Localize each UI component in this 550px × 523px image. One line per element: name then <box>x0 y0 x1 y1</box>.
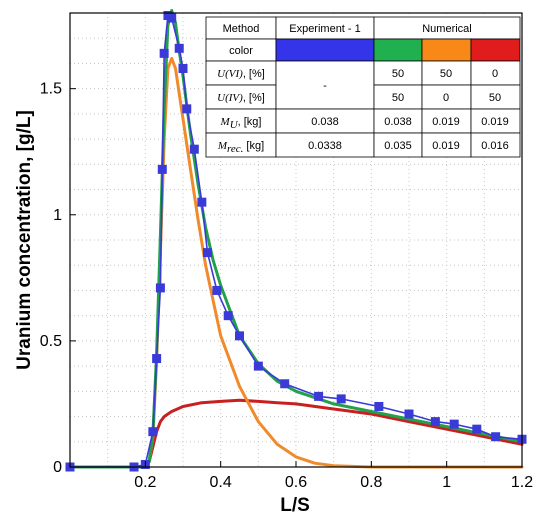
uiv-orange: 0 <box>443 92 449 104</box>
x-tick-label: 0.8 <box>360 474 382 491</box>
x-tick-label: 0.6 <box>285 474 307 491</box>
swatch-numerical-orange <box>421 38 472 62</box>
experiment-ratio-value: - <box>323 80 327 92</box>
series-marker <box>148 427 158 437</box>
uvi-green: 50 <box>392 68 404 80</box>
series-marker <box>152 354 162 364</box>
series-marker <box>404 409 414 419</box>
series-marker <box>374 401 384 411</box>
uiv-green: 50 <box>392 92 404 104</box>
y-tick-label: 0 <box>53 459 62 476</box>
mrec-red: 0.016 <box>481 140 509 152</box>
series-marker <box>491 432 501 442</box>
row-label-uvi: U(VI), [%] <box>217 68 265 80</box>
table-header-numerical: Numerical <box>422 23 472 35</box>
row-label-mu: MU, [kg] <box>220 116 262 131</box>
series-line-3 <box>68 398 524 469</box>
y-tick-label: 1.5 <box>40 81 62 98</box>
y-axis-title: Uranium concentration, [g/L] <box>14 110 35 370</box>
row-label-uiv: U(IV), [%] <box>217 92 265 104</box>
x-tick-label: 0.4 <box>210 474 232 491</box>
table-header-method: Method <box>223 23 260 35</box>
mu-orange: 0.019 <box>432 116 460 128</box>
row-label-mrec: Mrec. [kg] <box>217 140 264 155</box>
swatch-experiment <box>275 38 375 62</box>
x-axis-title: L/S <box>280 495 310 516</box>
mu-green: 0.038 <box>384 116 412 128</box>
y-axis-ticks: 0 0.5 1 1.5 <box>40 81 76 476</box>
x-tick-label: 1.2 <box>511 474 533 491</box>
series-marker <box>430 417 440 427</box>
x-tick-label: 0.2 <box>134 474 156 491</box>
mu-experiment: 0.038 <box>311 116 339 128</box>
x-tick-label: 1 <box>442 474 451 491</box>
series-marker <box>202 248 212 258</box>
y-tick-label: 1 <box>53 207 62 224</box>
mrec-experiment: 0.0338 <box>308 140 342 152</box>
series-marker <box>336 394 346 404</box>
series-marker <box>280 379 290 389</box>
series-marker <box>157 164 167 174</box>
series-marker <box>197 197 207 207</box>
swatch-numerical-red <box>470 38 521 62</box>
series-marker <box>182 104 192 114</box>
uvi-red: 0 <box>492 68 498 80</box>
series-marker <box>253 361 263 371</box>
legend-table: Method Experiment - 1 Numerical color U(… <box>205 16 521 158</box>
series-marker <box>212 285 222 295</box>
series-line-1 <box>68 9 524 469</box>
series-marker <box>159 48 169 58</box>
uiv-red: 50 <box>489 92 501 104</box>
series-marker <box>174 43 184 53</box>
y-tick-label: 0.5 <box>40 333 62 350</box>
series-marker <box>223 311 233 321</box>
series-marker <box>155 283 165 293</box>
series-marker <box>314 391 324 401</box>
mrec-green: 0.035 <box>384 140 412 152</box>
mu-red: 0.019 <box>481 116 509 128</box>
series-marker <box>472 424 482 434</box>
series-marker <box>235 331 244 341</box>
mrec-orange: 0.019 <box>432 140 460 152</box>
series-marker <box>178 63 188 73</box>
table-header-experiment: Experiment - 1 <box>289 23 361 35</box>
x-axis-ticks: 0.2 0.4 0.6 0.8 1 1.2 <box>134 461 533 491</box>
series-marker <box>449 419 459 429</box>
series-marker <box>167 13 177 23</box>
uvi-orange: 50 <box>440 68 452 80</box>
table-color-label: color <box>229 45 253 57</box>
swatch-numerical-green <box>373 38 423 62</box>
series-marker <box>189 144 199 154</box>
